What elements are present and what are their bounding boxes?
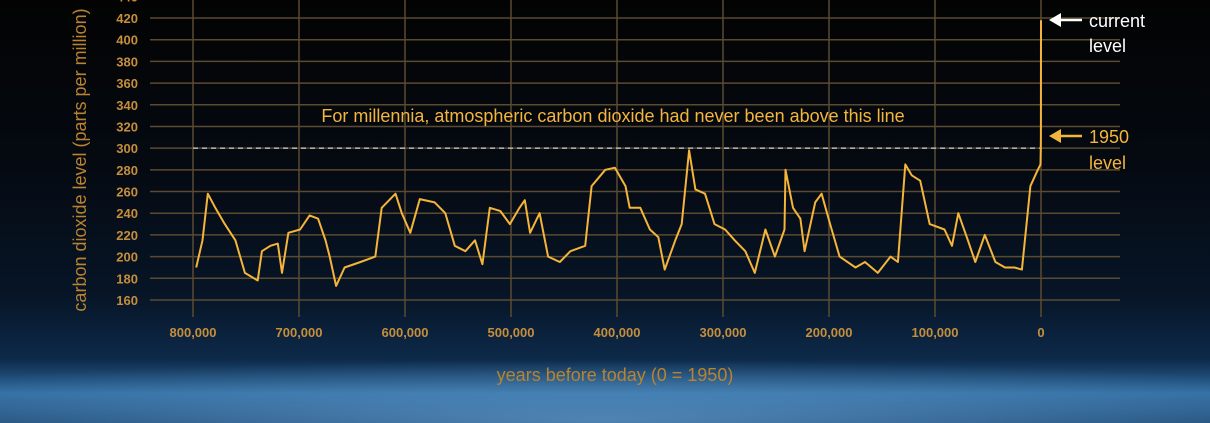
y-tick-label: 280	[116, 163, 138, 178]
y-tick-label: 340	[116, 98, 138, 113]
x-tick-label: 600,000	[382, 325, 429, 340]
y-tick-label: 220	[116, 228, 138, 243]
1950-label-2: level	[1089, 153, 1126, 173]
y-tick-label: 420	[116, 11, 138, 26]
y-tick-label: 380	[116, 54, 138, 69]
y-tick-label: 260	[116, 185, 138, 200]
1950-arrowhead-icon	[1049, 129, 1061, 143]
x-axis-label: years before today (0 = 1950)	[497, 365, 734, 385]
y-tick-label: 160	[116, 293, 138, 308]
current-label-2: level	[1089, 36, 1126, 56]
y-tick-label: 320	[116, 119, 138, 134]
1950-level-annotation: 1950 level	[1049, 127, 1129, 173]
x-tick-label: 800,000	[170, 325, 217, 340]
x-tick-label: 0	[1037, 325, 1044, 340]
y-axis-label: carbon dioxide level (parts per million)	[70, 8, 90, 311]
y-tick-label: 200	[116, 250, 138, 265]
x-tick-label: 400,000	[594, 325, 641, 340]
1950-label-1: 1950	[1089, 127, 1129, 147]
y-tick-label: 400	[116, 33, 138, 48]
y-tick-label: 360	[116, 76, 138, 91]
current-label-1: current	[1089, 11, 1145, 31]
grid	[150, 0, 1120, 317]
current-level-annotation: current level	[1049, 11, 1145, 56]
x-tick-label: 300,000	[700, 325, 747, 340]
x-tick-label: 500,000	[488, 325, 535, 340]
y-tick-label: 440	[116, 0, 138, 4]
x-tick-label: 100,000	[912, 325, 959, 340]
horizon-glow	[0, 360, 1210, 423]
co2-series-line	[195, 20, 1042, 287]
y-axis-ticks: 160 180 200 220 240 260 280 300 320 340 360 380 400 4…	[116, 0, 138, 308]
x-tick-label: 200,000	[806, 325, 853, 340]
y-tick-label: 180	[116, 271, 138, 286]
current-arrowhead-icon	[1049, 13, 1061, 27]
y-tick-label: 240	[116, 206, 138, 221]
x-axis-ticks: 800,000 700,000 600,000 500,000 400,000 300,0…	[170, 325, 1045, 340]
y-tick-label: 300	[116, 141, 138, 156]
x-tick-label: 700,000	[276, 325, 323, 340]
threshold-label: For millennia, atmospheric carbon dioxid…	[321, 106, 904, 126]
